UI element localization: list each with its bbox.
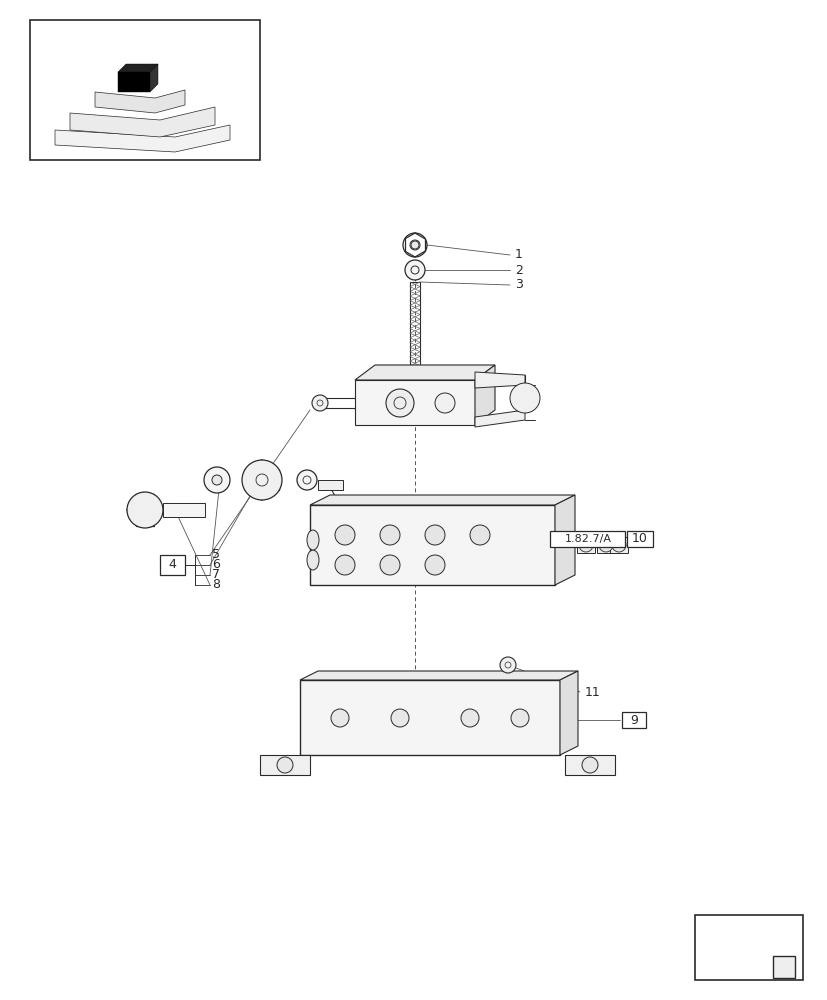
- Bar: [576, 537, 595, 553]
- Polygon shape: [309, 495, 574, 505]
- Circle shape: [470, 525, 490, 545]
- Circle shape: [335, 525, 355, 545]
- Circle shape: [277, 757, 293, 773]
- Text: 4: 4: [168, 558, 175, 572]
- Text: 11: 11: [585, 686, 600, 698]
- Circle shape: [509, 383, 539, 413]
- Circle shape: [380, 525, 399, 545]
- Polygon shape: [355, 380, 475, 425]
- Polygon shape: [355, 365, 495, 380]
- Polygon shape: [299, 671, 577, 680]
- Polygon shape: [475, 365, 495, 425]
- Ellipse shape: [307, 530, 318, 550]
- Text: 2: 2: [514, 263, 522, 276]
- Bar: [30, 20, 260, 160]
- Bar: [309, 505, 554, 585]
- Circle shape: [461, 709, 479, 727]
- Circle shape: [312, 395, 327, 411]
- Text: 9: 9: [629, 713, 637, 726]
- Circle shape: [434, 393, 455, 413]
- Circle shape: [510, 709, 528, 727]
- Text: 8: 8: [212, 578, 220, 591]
- Bar: [318, 480, 342, 490]
- Polygon shape: [118, 72, 150, 92]
- Ellipse shape: [307, 550, 318, 570]
- Circle shape: [331, 709, 348, 727]
- Polygon shape: [163, 503, 205, 517]
- Text: 3: 3: [514, 278, 522, 292]
- Polygon shape: [554, 495, 574, 585]
- Text: 6: 6: [212, 558, 220, 572]
- Circle shape: [297, 470, 317, 490]
- Bar: [596, 537, 614, 553]
- Circle shape: [424, 555, 444, 575]
- Polygon shape: [95, 90, 184, 113]
- Bar: [626, 531, 653, 547]
- Text: 1: 1: [514, 248, 522, 261]
- Circle shape: [410, 241, 418, 249]
- Text: 7: 7: [212, 568, 220, 582]
- Polygon shape: [564, 755, 614, 775]
- Text: 1.82.7/A: 1.82.7/A: [564, 534, 611, 544]
- Circle shape: [212, 475, 222, 485]
- Circle shape: [380, 555, 399, 575]
- Bar: [549, 531, 624, 547]
- Text: 10: 10: [631, 532, 648, 546]
- Circle shape: [127, 492, 163, 528]
- Circle shape: [404, 260, 424, 280]
- Circle shape: [241, 460, 282, 500]
- Polygon shape: [260, 755, 309, 775]
- Bar: [694, 915, 802, 980]
- Bar: [772, 956, 794, 978]
- Circle shape: [598, 538, 612, 552]
- Bar: [160, 555, 184, 575]
- Polygon shape: [475, 372, 524, 388]
- Bar: [621, 712, 645, 728]
- Circle shape: [581, 757, 597, 773]
- Polygon shape: [118, 64, 158, 72]
- Text: 5: 5: [212, 548, 220, 562]
- Bar: [299, 680, 559, 755]
- Circle shape: [424, 525, 444, 545]
- Polygon shape: [150, 64, 158, 92]
- Polygon shape: [55, 125, 230, 152]
- Circle shape: [611, 538, 625, 552]
- Bar: [609, 537, 627, 553]
- Polygon shape: [70, 107, 215, 137]
- Circle shape: [335, 555, 355, 575]
- Circle shape: [390, 709, 409, 727]
- Circle shape: [203, 467, 230, 493]
- Circle shape: [500, 657, 515, 673]
- Circle shape: [385, 389, 414, 417]
- Polygon shape: [559, 671, 577, 755]
- Polygon shape: [475, 410, 524, 427]
- Circle shape: [578, 538, 592, 552]
